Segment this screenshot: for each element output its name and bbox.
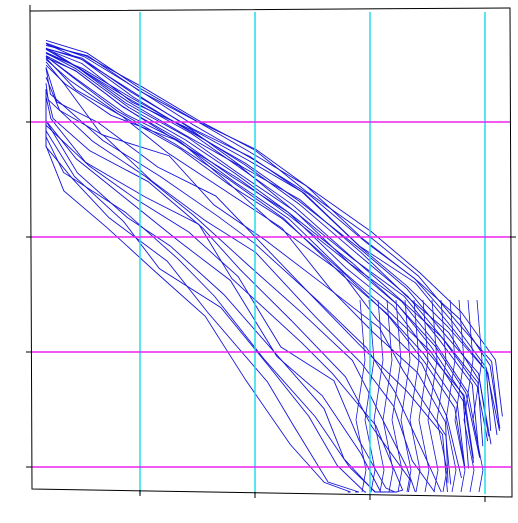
contour-map [0,0,518,523]
background [0,0,518,523]
